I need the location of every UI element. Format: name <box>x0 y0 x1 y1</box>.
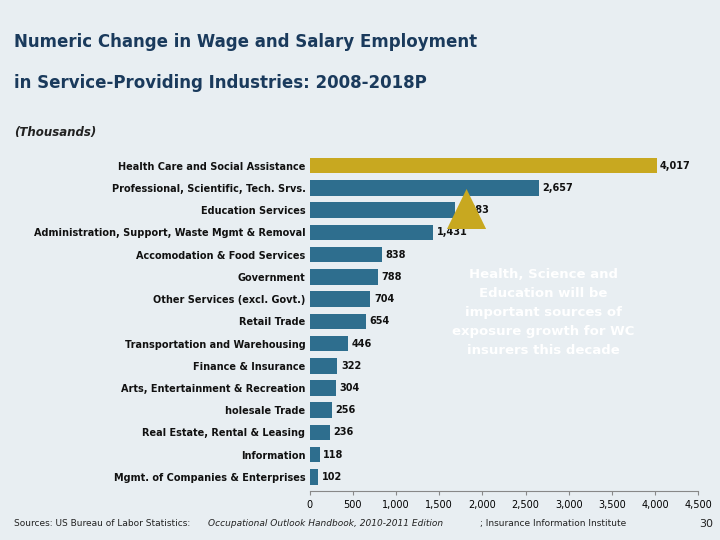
Bar <box>310 225 433 240</box>
Text: Sources: US Bureau of Labor Statistics:: Sources: US Bureau of Labor Statistics: <box>14 519 197 528</box>
Text: 118: 118 <box>323 450 343 460</box>
Bar <box>310 269 378 285</box>
Text: 2,657: 2,657 <box>543 183 573 193</box>
Text: 1,683: 1,683 <box>459 205 490 215</box>
Text: 102: 102 <box>322 472 342 482</box>
Text: 236: 236 <box>333 428 354 437</box>
Text: 704: 704 <box>374 294 394 304</box>
Text: 788: 788 <box>381 272 402 282</box>
Text: 30: 30 <box>699 519 713 529</box>
Text: (Thousands): (Thousands) <box>14 126 96 139</box>
Text: 446: 446 <box>351 339 372 348</box>
Text: in Service-Providing Industries: 2008-2018P: in Service-Providing Industries: 2008-20… <box>14 73 427 92</box>
Bar <box>310 424 330 440</box>
Bar <box>310 380 336 396</box>
Polygon shape <box>446 189 487 230</box>
Text: Occupational Outlook Handbook, 2010-2011 Edition: Occupational Outlook Handbook, 2010-2011… <box>207 519 443 528</box>
Bar <box>310 336 348 352</box>
Text: 256: 256 <box>336 405 356 415</box>
Text: Numeric Change in Wage and Salary Employment: Numeric Change in Wage and Salary Employ… <box>14 33 477 51</box>
Bar <box>310 402 332 418</box>
Bar <box>310 314 366 329</box>
Text: 1,431: 1,431 <box>437 227 467 238</box>
Text: Health, Science and
Education will be
important sources of
exposure growth for W: Health, Science and Education will be im… <box>452 268 635 357</box>
Bar <box>310 158 657 173</box>
Text: ; Insurance Information Institute: ; Insurance Information Institute <box>480 519 626 528</box>
Text: 322: 322 <box>341 361 361 371</box>
Bar <box>310 291 370 307</box>
Text: 654: 654 <box>369 316 390 326</box>
Bar <box>310 202 455 218</box>
Text: 838: 838 <box>385 249 406 260</box>
Text: 4,017: 4,017 <box>660 161 691 171</box>
Bar <box>310 358 338 374</box>
Bar <box>310 469 318 485</box>
Bar <box>310 247 382 262</box>
Bar <box>310 180 539 195</box>
Bar <box>310 447 320 462</box>
Text: 304: 304 <box>339 383 359 393</box>
